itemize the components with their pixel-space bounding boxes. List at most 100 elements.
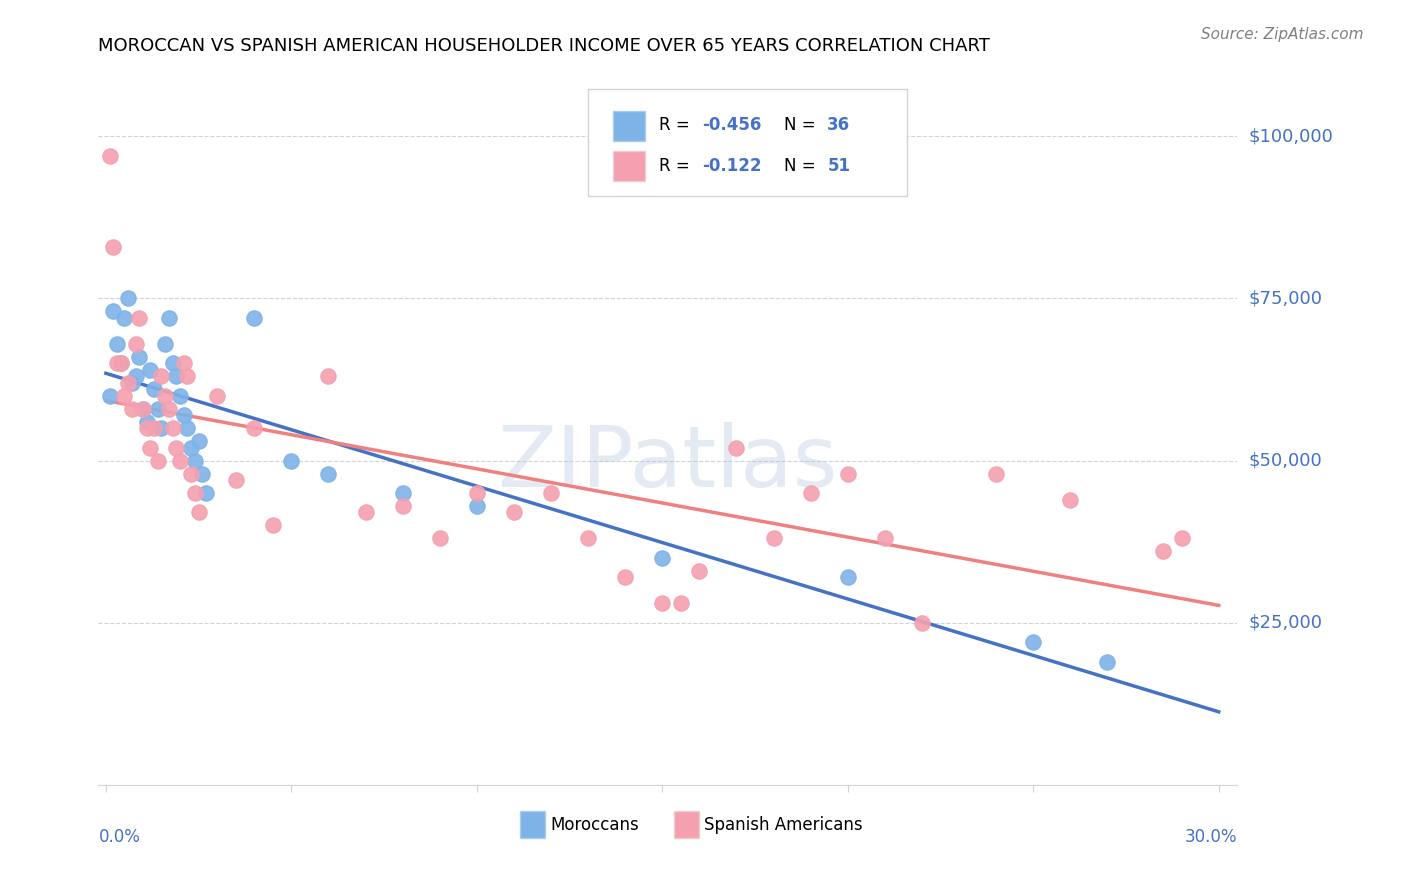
Point bbox=[176, 369, 198, 384]
FancyBboxPatch shape bbox=[613, 151, 645, 180]
Point bbox=[128, 310, 150, 325]
Point bbox=[165, 441, 187, 455]
Point bbox=[576, 532, 599, 546]
Point bbox=[318, 467, 340, 481]
Point bbox=[354, 506, 377, 520]
Point bbox=[911, 615, 934, 630]
Text: R =: R = bbox=[659, 116, 695, 134]
Point bbox=[873, 532, 896, 546]
Point bbox=[243, 310, 266, 325]
Point bbox=[112, 310, 135, 325]
Point bbox=[165, 369, 187, 384]
Point bbox=[103, 304, 125, 318]
Point bbox=[262, 518, 284, 533]
Point bbox=[173, 408, 195, 422]
Point bbox=[191, 467, 214, 481]
Point bbox=[150, 369, 173, 384]
Text: -0.456: -0.456 bbox=[702, 116, 762, 134]
Point bbox=[98, 149, 121, 163]
Point bbox=[184, 486, 207, 500]
Text: N =: N = bbox=[785, 116, 821, 134]
Point bbox=[1097, 655, 1119, 669]
Point bbox=[110, 356, 132, 370]
Point bbox=[153, 389, 176, 403]
Text: Moroccans: Moroccans bbox=[551, 816, 640, 834]
Point bbox=[429, 532, 451, 546]
Text: $25,000: $25,000 bbox=[1249, 614, 1323, 632]
Point bbox=[195, 486, 218, 500]
Point bbox=[150, 421, 173, 435]
Point bbox=[124, 369, 146, 384]
Point bbox=[176, 421, 198, 435]
Point bbox=[187, 434, 209, 449]
Point bbox=[837, 467, 859, 481]
Point bbox=[205, 389, 228, 403]
Point bbox=[669, 596, 692, 610]
Text: 36: 36 bbox=[827, 116, 851, 134]
Text: Source: ZipAtlas.com: Source: ZipAtlas.com bbox=[1201, 27, 1364, 42]
Point bbox=[225, 473, 247, 487]
Point bbox=[651, 596, 673, 610]
Point bbox=[162, 421, 184, 435]
Point bbox=[135, 421, 157, 435]
Text: MOROCCAN VS SPANISH AMERICAN HOUSEHOLDER INCOME OVER 65 YEARS CORRELATION CHART: MOROCCAN VS SPANISH AMERICAN HOUSEHOLDER… bbox=[98, 37, 990, 54]
Point bbox=[117, 292, 139, 306]
Point bbox=[540, 486, 562, 500]
Point bbox=[132, 401, 155, 416]
Text: 30.0%: 30.0% bbox=[1185, 828, 1237, 846]
Point bbox=[146, 453, 169, 467]
Point bbox=[121, 376, 143, 390]
Point bbox=[110, 356, 132, 370]
Point bbox=[688, 564, 710, 578]
Point bbox=[135, 415, 157, 429]
Point bbox=[132, 401, 155, 416]
Point bbox=[503, 506, 526, 520]
Text: 51: 51 bbox=[827, 157, 851, 175]
Point bbox=[105, 336, 128, 351]
Point bbox=[837, 570, 859, 584]
FancyBboxPatch shape bbox=[613, 111, 645, 141]
Point bbox=[128, 350, 150, 364]
Point bbox=[157, 401, 180, 416]
FancyBboxPatch shape bbox=[673, 812, 699, 838]
Text: Spanish Americans: Spanish Americans bbox=[704, 816, 863, 834]
Point bbox=[124, 336, 146, 351]
Text: -0.122: -0.122 bbox=[702, 157, 762, 175]
Point bbox=[139, 441, 162, 455]
Text: R =: R = bbox=[659, 157, 695, 175]
Text: $100,000: $100,000 bbox=[1249, 128, 1333, 145]
Point bbox=[98, 389, 121, 403]
Point bbox=[1022, 635, 1045, 649]
Point bbox=[112, 389, 135, 403]
Point bbox=[139, 363, 162, 377]
Point bbox=[121, 401, 143, 416]
Point bbox=[157, 310, 180, 325]
Point bbox=[146, 401, 169, 416]
Point bbox=[614, 570, 637, 584]
Point bbox=[465, 486, 488, 500]
Point bbox=[1152, 544, 1174, 558]
Point bbox=[180, 441, 202, 455]
Point bbox=[153, 336, 176, 351]
Point bbox=[187, 506, 209, 520]
Point bbox=[391, 486, 413, 500]
Point bbox=[143, 382, 166, 396]
Point bbox=[800, 486, 823, 500]
Point bbox=[180, 467, 202, 481]
Point bbox=[725, 441, 748, 455]
Text: $50,000: $50,000 bbox=[1249, 451, 1322, 469]
Point bbox=[318, 369, 340, 384]
Point bbox=[117, 376, 139, 390]
Point bbox=[280, 453, 302, 467]
Point bbox=[465, 499, 488, 513]
Point bbox=[105, 356, 128, 370]
Point bbox=[103, 239, 125, 253]
Point bbox=[762, 532, 785, 546]
Point bbox=[173, 356, 195, 370]
Text: $75,000: $75,000 bbox=[1249, 289, 1323, 308]
Point bbox=[169, 389, 191, 403]
Point bbox=[1170, 532, 1192, 546]
Point bbox=[184, 453, 207, 467]
Point bbox=[986, 467, 1008, 481]
Text: N =: N = bbox=[785, 157, 821, 175]
